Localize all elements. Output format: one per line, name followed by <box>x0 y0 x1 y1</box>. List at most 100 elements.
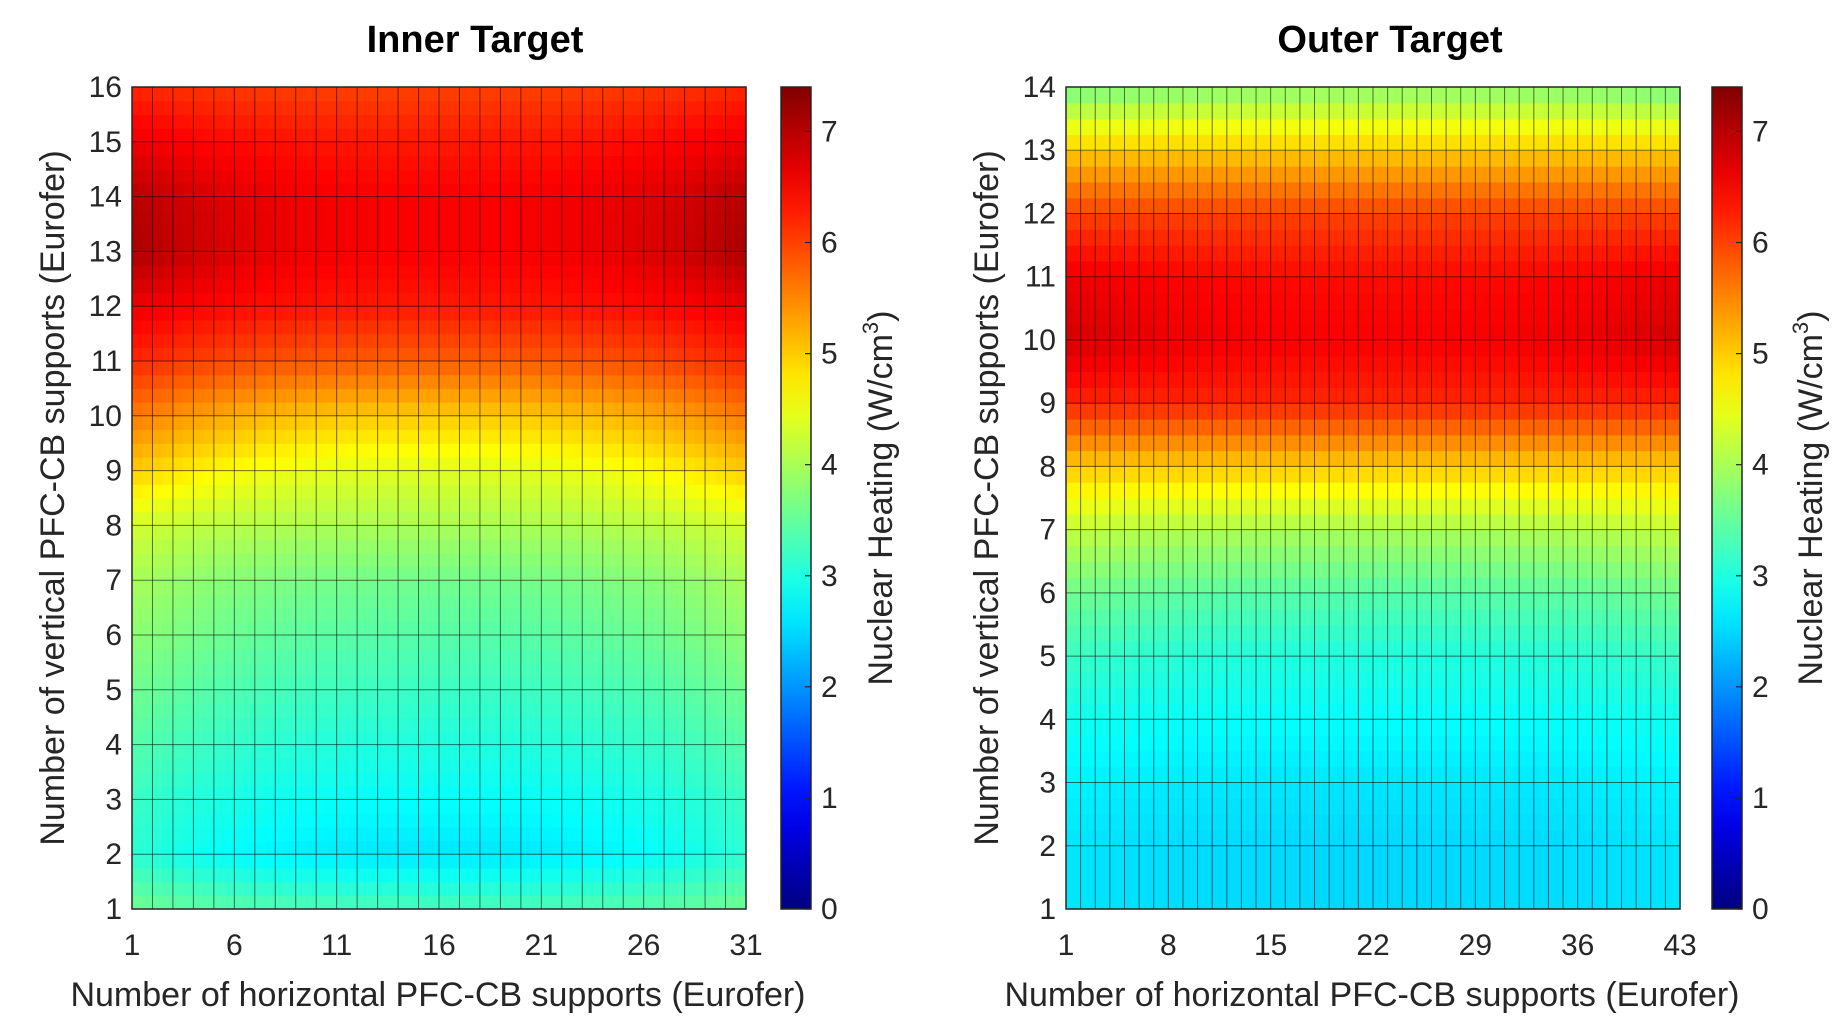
heatmap-cell <box>1519 877 1528 894</box>
heatmap-cell <box>183 169 194 184</box>
heatmap-cell <box>336 525 348 540</box>
heatmap-cell <box>1182 845 1191 863</box>
heatmap-cell <box>725 182 737 198</box>
heatmap-cell <box>265 717 276 732</box>
heatmap-cell <box>162 867 174 883</box>
heatmap-cell <box>367 552 379 568</box>
heatmap-cell <box>725 881 737 896</box>
heatmap-cell <box>377 237 389 252</box>
heatmap-cell <box>520 621 532 636</box>
heatmap-cell <box>561 881 573 896</box>
heatmap-cell <box>305 388 317 403</box>
heatmap-cell <box>387 237 399 252</box>
heatmap-cell <box>684 196 696 211</box>
heatmap-cell <box>142 635 154 650</box>
heatmap-cell <box>224 813 235 828</box>
heatmap-cell <box>244 456 256 472</box>
heatmap-cell <box>725 141 737 157</box>
heatmap-cell <box>336 730 348 746</box>
heatmap-cell <box>1643 829 1652 847</box>
heatmap-cell <box>510 648 522 663</box>
heatmap-cell <box>234 785 246 800</box>
heatmap-cell <box>1489 877 1498 894</box>
heatmap-cell <box>1482 671 1491 689</box>
heatmap-cell <box>377 210 389 225</box>
heatmap-cell <box>1460 845 1469 863</box>
heatmap-cell <box>1380 845 1389 863</box>
heatmap-cell <box>1489 845 1498 863</box>
heatmap-cell <box>623 210 635 225</box>
heatmap-cell <box>1599 719 1608 736</box>
heatmap-cell <box>674 648 686 663</box>
heatmap-cell <box>244 128 256 143</box>
heatmap-cell <box>398 717 409 732</box>
heatmap-cell <box>387 840 399 855</box>
heatmap-cell <box>1292 656 1301 673</box>
heatmap-cell <box>592 470 604 485</box>
heatmap-cell <box>1109 703 1118 720</box>
heatmap-cell <box>439 169 450 184</box>
heatmap-cell <box>705 703 716 718</box>
heatmap-cell <box>193 155 205 170</box>
heatmap-cell <box>612 772 624 787</box>
heatmap-cell <box>449 785 461 800</box>
heatmap-cell <box>633 169 645 184</box>
heatmap-cell <box>265 155 276 170</box>
heatmap-cell <box>1314 719 1323 736</box>
heatmap-cell <box>643 854 655 869</box>
heatmap-cell <box>1570 798 1579 815</box>
heatmap-cell <box>336 169 348 184</box>
heatmap-cell <box>1453 766 1462 784</box>
heatmap-cell <box>623 676 635 691</box>
heatmap-cell <box>254 840 266 855</box>
heatmap-cell <box>254 566 266 581</box>
heatmap-cell <box>336 813 348 828</box>
heatmap-cell <box>510 785 522 800</box>
heatmap-cell <box>664 525 675 540</box>
heatmap-cell <box>1577 719 1586 736</box>
heatmap-cell <box>1548 671 1557 689</box>
heatmap-cell <box>1073 877 1082 894</box>
heatmap-cell <box>1621 845 1630 863</box>
heatmap-cell <box>459 182 471 198</box>
heatmap-cell <box>664 854 675 869</box>
heatmap-cell <box>1175 687 1184 705</box>
heatmap-cell <box>582 881 594 896</box>
heatmap-cell <box>254 511 266 526</box>
heatmap-cell <box>203 539 215 554</box>
heatmap-cell <box>132 648 143 663</box>
heatmap-cell <box>1109 750 1118 768</box>
heatmap-cell <box>694 895 706 910</box>
heatmap-cell <box>582 621 594 636</box>
heatmap-cell <box>398 128 409 143</box>
heatmap-cell <box>142 210 154 225</box>
heatmap-cell <box>479 676 491 691</box>
heatmap-cell <box>561 813 573 828</box>
heatmap-cell <box>1153 656 1162 673</box>
heatmap-cell <box>387 785 399 800</box>
heatmap-cell <box>551 772 563 787</box>
heatmap-cell <box>1102 656 1111 673</box>
heatmap-cell <box>1066 798 1074 815</box>
heatmap-cell <box>694 429 706 444</box>
heatmap-cell <box>449 347 461 362</box>
heatmap-cell <box>377 470 389 485</box>
heatmap-cell <box>633 196 645 211</box>
heatmap-cell <box>674 292 686 307</box>
heatmap-cell <box>674 566 686 581</box>
heatmap-cell <box>377 182 389 198</box>
heatmap-cell <box>664 402 675 417</box>
heatmap-cell <box>1226 893 1235 910</box>
heatmap-cell <box>1153 877 1162 894</box>
heatmap-cell <box>1248 750 1257 768</box>
heatmap-cell <box>684 333 696 348</box>
heatmap-cell <box>172 498 184 513</box>
heatmap-cell <box>295 607 307 622</box>
heatmap-cell <box>1650 735 1659 752</box>
heatmap-cell <box>520 498 532 513</box>
heatmap-cell <box>1292 798 1301 815</box>
heatmap-cell <box>244 402 256 417</box>
heatmap-cell <box>725 347 737 362</box>
heatmap-cell <box>1161 845 1169 863</box>
heatmap-cell <box>694 593 706 609</box>
